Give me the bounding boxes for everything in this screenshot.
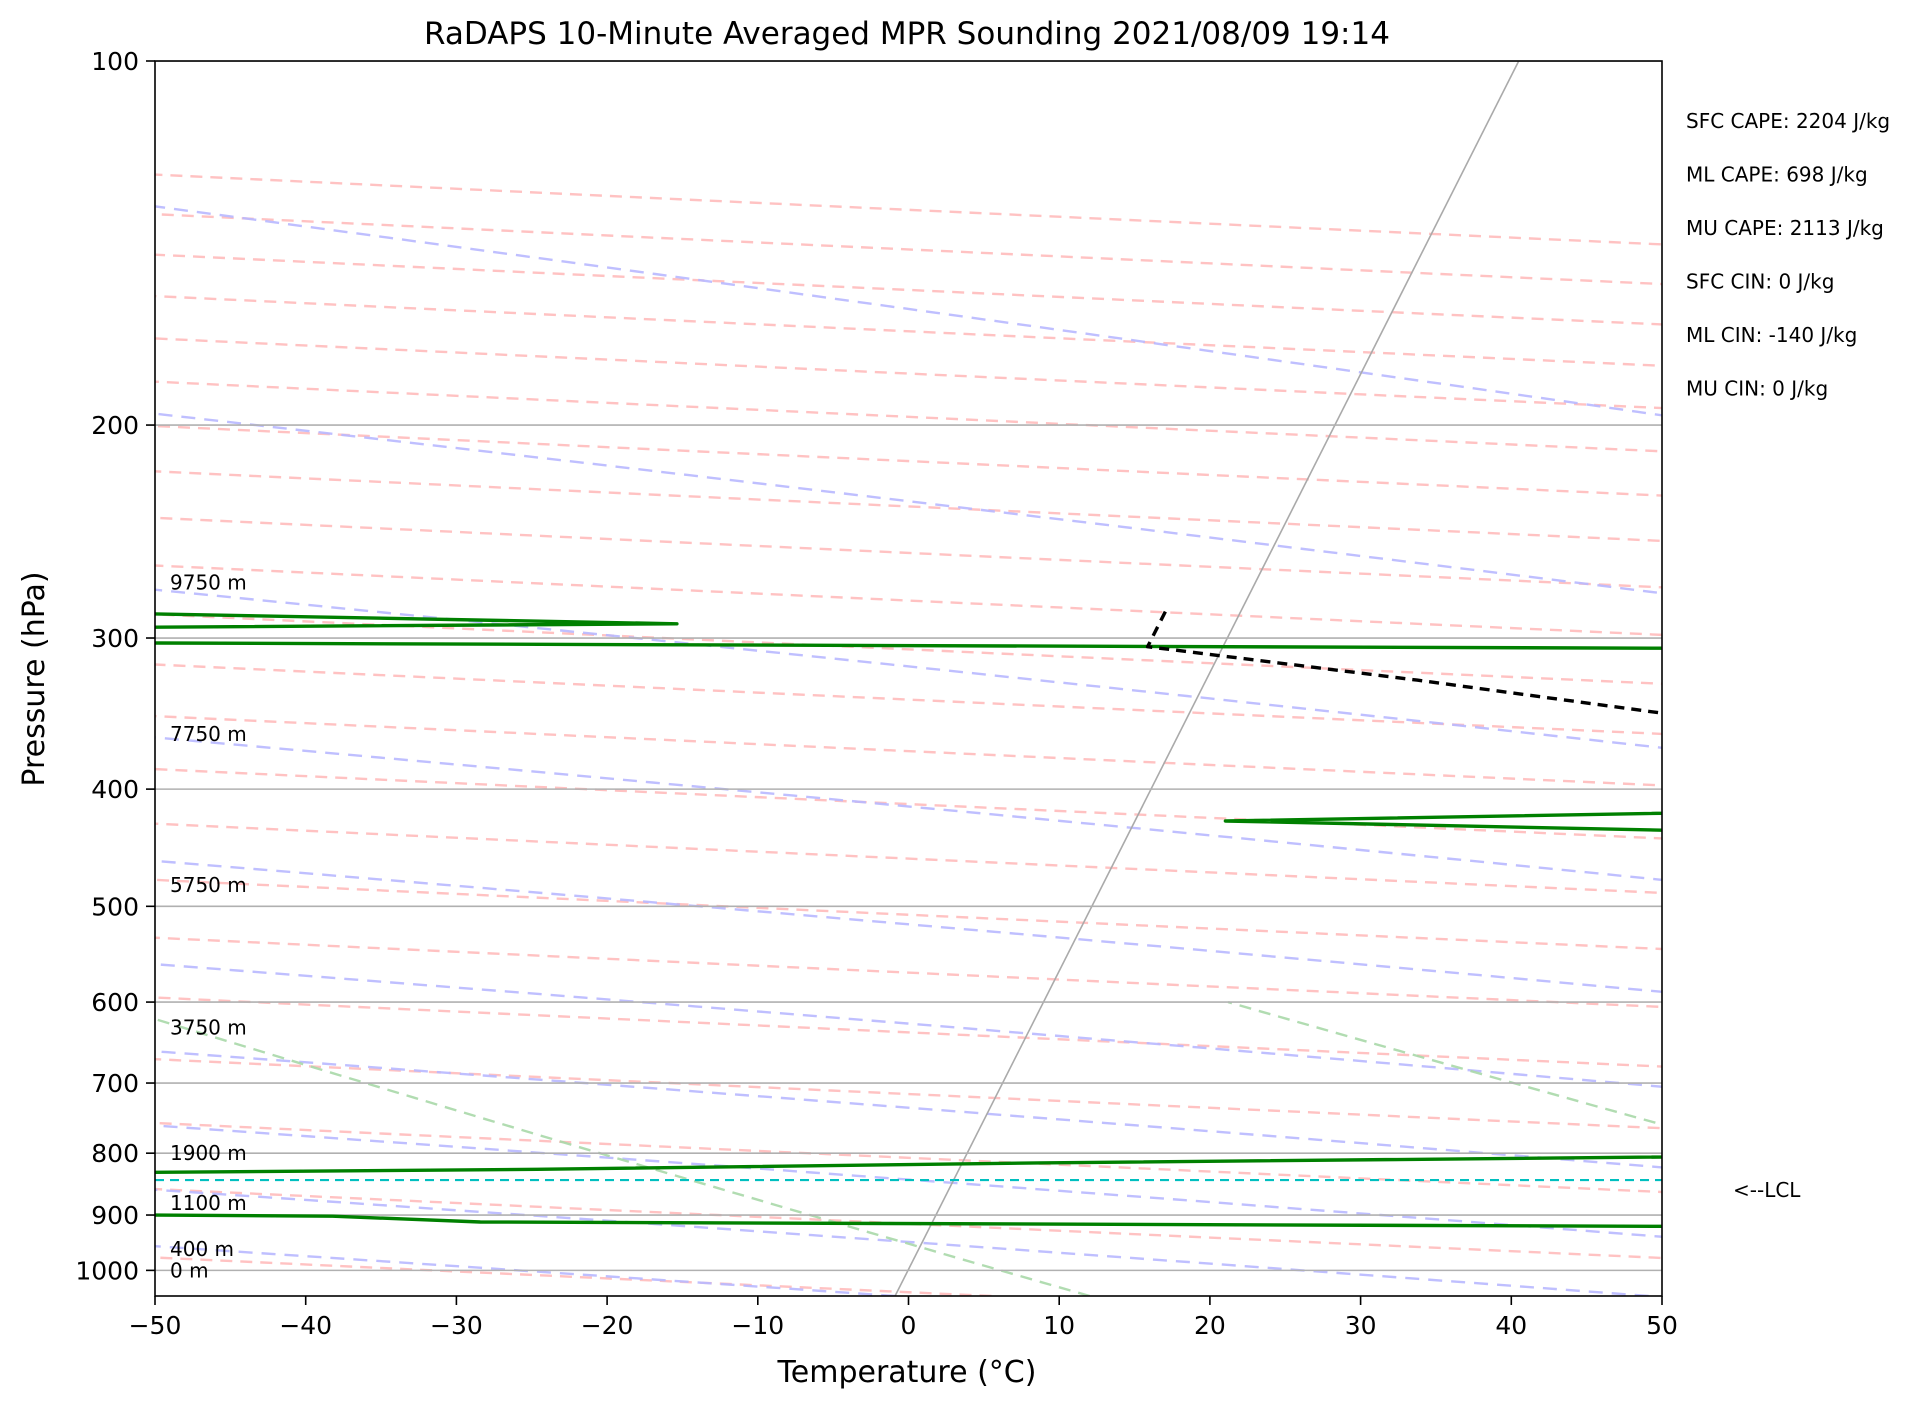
x-tick-label: 0: [901, 1311, 917, 1340]
x-tick-label: 50: [1646, 1311, 1678, 1340]
x-tick-label: 10: [1043, 1311, 1075, 1340]
height-label: 5750 m: [170, 873, 247, 897]
moist-adiabat-line: [155, 1124, 1662, 1238]
chart-title: RaDAPS 10-Minute Averaged MPR Sounding 2…: [424, 16, 1390, 52]
lcl-label: <--LCL: [1733, 1178, 1801, 1202]
sounding-traces: [155, 606, 1662, 1229]
y-tick-label: 100: [91, 47, 139, 76]
stability-index-text: SFC CAPE: 2204 J/kg: [1686, 109, 1890, 133]
x-tick-label: −20: [581, 1311, 634, 1340]
stability-index-text: MU CAPE: 2113 J/kg: [1686, 216, 1884, 240]
x-tick-label: −10: [731, 1311, 784, 1340]
moist-adiabat-line: [155, 962, 1662, 1088]
isotherm-line: [894, 61, 1520, 1296]
y-tick-label: 200: [91, 411, 139, 440]
x-tick-label: 20: [1194, 1311, 1226, 1340]
x-tick-label: 30: [1345, 1311, 1377, 1340]
y-tick-label: 800: [91, 1139, 139, 1168]
mixing-ratio-line: [155, 1017, 1091, 1296]
height-label: 400 m: [170, 1237, 234, 1261]
x-tick-label: −40: [279, 1311, 332, 1340]
height-label: 7750 m: [170, 722, 247, 746]
stability-index-text: MU CIN: 0 J/kg: [1686, 377, 1828, 401]
background-lines: [155, 61, 1662, 1296]
y-tick-label: 900: [91, 1201, 139, 1230]
stability-index-text: ML CIN: -140 J/kg: [1686, 323, 1857, 347]
y-tick-label: 700: [91, 1069, 139, 1098]
y-tick-label: 500: [91, 892, 139, 921]
stability-index-text: SFC CIN: 0 J/kg: [1686, 270, 1834, 294]
x-tick-label: −50: [129, 1311, 182, 1340]
height-annotations: 9750 m 7750 m 5750 m 3750 m 1900 m 1100 m 400 …: [170, 571, 247, 1283]
stability-indices: SFC CAPE: 2204 J/kg ML CAPE: 698 J/kg MU C…: [1686, 109, 1890, 401]
x-axis-ticks: −50 −40 −30 −20 −10 0 10 20 30 40 50: [129, 1296, 1678, 1340]
dry-adiabat-line: [155, 1187, 1662, 1260]
height-label: 0 m: [170, 1258, 209, 1282]
y-tick-label: 1000: [75, 1256, 139, 1285]
pressure-gridlines: [155, 61, 1662, 1272]
dry-adiabat-line: [155, 516, 1662, 589]
stability-index-text: ML CAPE: 698 J/kg: [1686, 163, 1868, 187]
dewpoint-profile-line: [155, 612, 1662, 1229]
y-tick-label: 600: [91, 988, 139, 1017]
height-label: 1900 m: [170, 1141, 247, 1165]
y-axis-label: Pressure (hPa): [17, 571, 52, 786]
height-label: 3750 m: [170, 1016, 247, 1040]
x-axis-label: Temperature (°C): [777, 1355, 1037, 1390]
x-tick-label: 40: [1495, 1311, 1527, 1340]
y-tick-label: 300: [91, 624, 139, 653]
height-label: 9750 m: [170, 571, 247, 595]
y-tick-label: 400: [91, 775, 139, 804]
y-axis-ticks: 100 200 300 400 500 600 700 800 900 1000: [75, 47, 155, 1285]
moist-adiabat-line: [155, 1188, 1649, 1296]
x-tick-label: −30: [430, 1311, 483, 1340]
height-label: 1100 m: [170, 1191, 247, 1215]
